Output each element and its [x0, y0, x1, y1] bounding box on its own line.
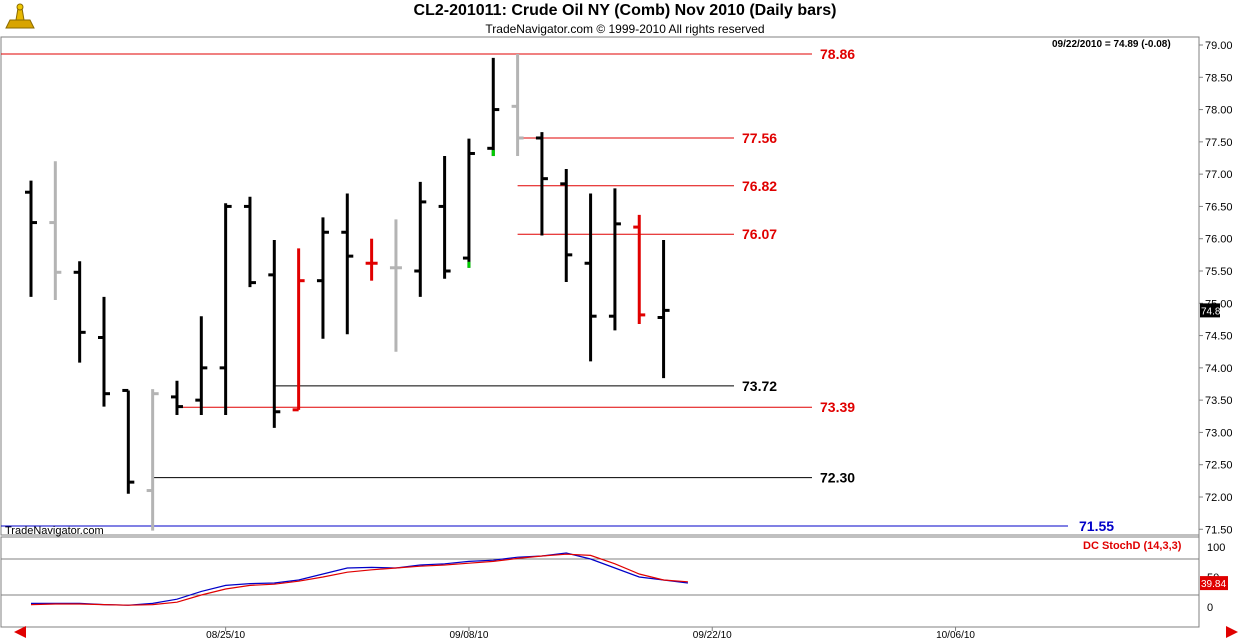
y-tick-label: 77.50 — [1205, 137, 1233, 149]
chart-title: CL2-201011: Crude Oil NY (Comb) Nov 2010… — [413, 2, 837, 19]
level-label: 71.55 — [1079, 518, 1114, 534]
level-label: 73.72 — [742, 378, 777, 394]
stoch-last-value-tag — [1200, 576, 1228, 591]
level-label: 73.39 — [820, 399, 855, 415]
scroll-right-arrow-icon[interactable] — [1226, 626, 1238, 638]
stoch-last-value: 39.84 — [1201, 579, 1226, 590]
y-tick-label: 75.50 — [1205, 266, 1233, 278]
y-tick-label: 73.00 — [1205, 427, 1233, 439]
y-tick-label: 78.50 — [1205, 72, 1233, 84]
y-tick-label: 79.00 — [1205, 40, 1233, 52]
y-tick-label: 71.50 — [1205, 524, 1233, 536]
y-tick-label: 72.50 — [1205, 460, 1233, 472]
level-label: 76.07 — [742, 226, 777, 242]
tradenavigator-logo-icon — [2, 2, 38, 37]
level-label: 76.82 — [742, 178, 777, 194]
y-tick-label: 74.00 — [1205, 363, 1233, 375]
stoch-y-tick-label: 0 — [1207, 602, 1213, 614]
y-tick-label: 76.00 — [1205, 234, 1233, 246]
y-tick-label: 72.00 — [1205, 492, 1233, 504]
last-value-info: 09/22/2010 = 74.89 (-0.08) — [1052, 39, 1171, 50]
y-tick-label: 78.00 — [1205, 105, 1233, 117]
y-tick-label: 77.00 — [1205, 169, 1233, 181]
price-panel-frame — [0, 36, 1200, 536]
stoch-y-tick-label: 100 — [1207, 542, 1225, 554]
x-tick-label: 08/25/10 — [206, 630, 245, 641]
x-tick-label: 09/08/10 — [449, 630, 488, 641]
y-tick-label: 76.50 — [1205, 201, 1233, 213]
scroll-left-arrow-icon[interactable] — [14, 626, 26, 638]
x-tick-label: 09/22/10 — [693, 630, 732, 641]
watermark: TradeNavigator.com — [5, 525, 104, 537]
stochastic-panel: 100500DC StochD (14,3,3)39.8408/25/1009/… — [0, 536, 1238, 641]
stoch-title: DC StochD (14,3,3) — [1083, 540, 1182, 552]
chart-subtitle: TradeNavigator.com © 1999-2010 All right… — [485, 22, 765, 36]
stoch-panel-frame — [0, 536, 1200, 628]
level-label: 72.30 — [820, 470, 855, 486]
y-tick-label: 73.50 — [1205, 395, 1233, 407]
last-price-label: 74.89 — [1201, 306, 1226, 317]
y-tick-label: 74.50 — [1205, 331, 1233, 343]
price-panel: 79.00 78.50 78.00 77.50 77.00 76.50 76.00 75.50… — [0, 36, 1233, 627]
last-price-tag — [1200, 303, 1220, 318]
level-label: 77.56 — [742, 130, 777, 146]
x-tick-label: 10/06/10 — [936, 630, 975, 641]
level-label: 78.86 — [820, 46, 855, 62]
stoch-line-red — [30, 553, 688, 606]
